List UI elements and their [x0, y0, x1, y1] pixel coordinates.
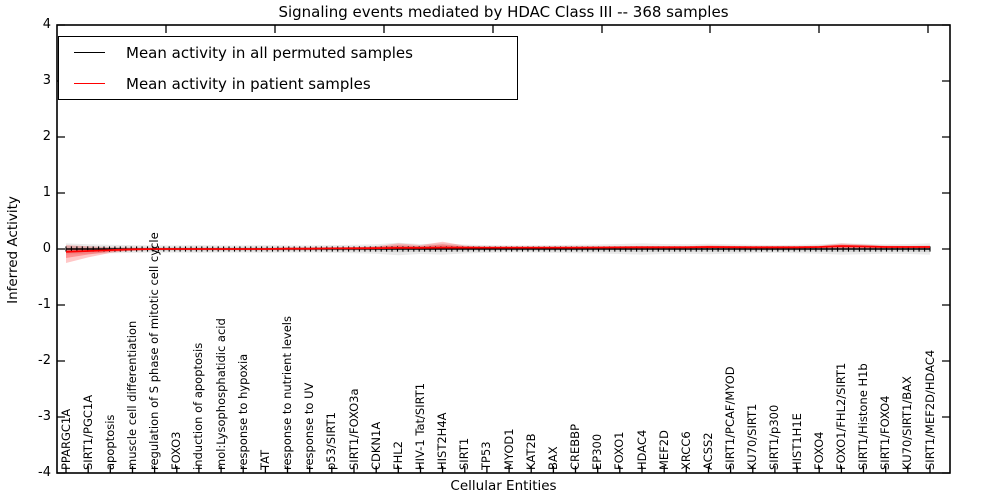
x-tick-label: HIST1H1E [789, 413, 804, 470]
x-tick-label: SIRT1/p300 [767, 404, 782, 470]
patient-mean-line [65, 245, 930, 253]
x-tick-label: XRCC6 [678, 431, 693, 470]
x-tick-label: SIRT1 [457, 437, 472, 470]
legend: Mean activity in all permuted samples Me… [58, 36, 518, 100]
legend-line-permuted-icon [74, 52, 105, 53]
x-tick-label: SIRT1/Histone H1b [856, 363, 870, 470]
y-tick-label: -2 [38, 353, 51, 368]
x-tick-label: FOXO1/FHL2/SIRT1 [833, 362, 848, 470]
x-tick-label: induction of apoptosis [191, 342, 206, 470]
x-tick-label: BAX [545, 446, 560, 470]
x-tick-label: TP53 [479, 441, 494, 470]
y-tick-label: 3 [42, 73, 51, 88]
x-tick-label: FOXO1 [612, 431, 627, 470]
x-tick-label: TAT [257, 449, 272, 470]
y-tick-label: -1 [38, 297, 51, 312]
x-tick-label: KU70/SIRT1 [745, 403, 760, 470]
chart-title: Signaling events mediated by HDAC Class … [278, 3, 729, 21]
x-tick-label: response to nutrient levels [280, 316, 294, 470]
x-tick-label: response to hypoxia [235, 353, 250, 470]
x-tick-label: FHL2 [390, 441, 405, 470]
legend-entry-permuted-label: Mean activity in all permuted samples [126, 43, 413, 62]
x-tick-label: SIRT1/FOXO4 [878, 395, 893, 470]
x-tick-label: PPARGC1A [58, 408, 73, 470]
y-tick-label: 4 [42, 17, 51, 32]
x-tick-label: muscle cell differentiation [125, 320, 139, 470]
x-tick-label: MYOD1 [501, 428, 516, 470]
x-tick-label: CREBBP [568, 424, 582, 470]
x-tick-label: SIRT1/PCAF/MYOD [723, 366, 738, 470]
x-tick-label: EP300 [590, 433, 605, 470]
y-tick-label: 0 [42, 241, 51, 256]
x-tick-label: p53/SIRT1 [324, 412, 339, 470]
x-tick-label: ACSS2 [701, 432, 715, 470]
x-axis-label: Cellular Entities [450, 478, 557, 494]
x-tick-label: apoptosis [102, 414, 117, 470]
x-tick-label: MEF2D [656, 430, 671, 470]
y-tick-label: 1 [42, 185, 51, 200]
x-tick-label: CDKN1A [368, 421, 383, 470]
x-tick-label: KU70/SIRT1/BAX [900, 376, 915, 470]
y-tick-label: 2 [42, 129, 51, 144]
x-tick-label: SIRT1/PGC1A [80, 394, 95, 470]
x-tick-label: HIST2H4A [435, 412, 450, 470]
legend-entry-permuted: Mean activity in all permuted samples [59, 38, 517, 68]
legend-line-patient-icon [74, 83, 105, 84]
x-tick-label: FOXO4 [811, 431, 826, 470]
x-tick-label: KAT2B [523, 433, 538, 470]
x-tick-label: HDAC4 [634, 429, 649, 470]
legend-entry-patient: Mean activity in patient samples [59, 69, 517, 99]
y-tick-label: -4 [38, 465, 51, 480]
legend-entry-patient-label: Mean activity in patient samples [126, 74, 371, 93]
x-tick-label: mol:Lysophosphatidic acid [213, 318, 228, 470]
x-tick-label: FOXO3 [169, 431, 184, 470]
x-tick-label: SIRT1/MEF2D/HDAC4 [922, 349, 937, 470]
x-tick-label: HIV-1 Tat/SIRT1 [413, 382, 427, 470]
x-tick-label: SIRT1/FOXO3a [346, 388, 361, 470]
y-tick-label: -3 [38, 409, 51, 424]
x-tick-label: response to UV [302, 382, 317, 470]
x-tick-label: regulation of S phase of mitotic cell cy… [147, 232, 162, 470]
